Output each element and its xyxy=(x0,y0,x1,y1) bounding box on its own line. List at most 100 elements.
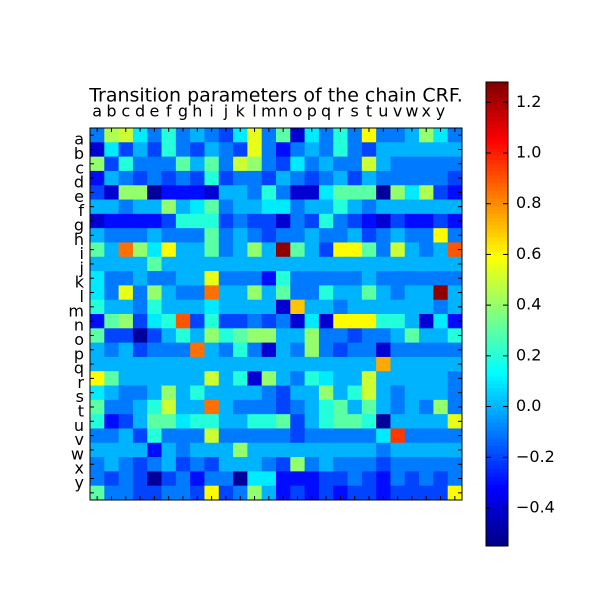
heatmap-cell xyxy=(132,199,148,215)
colorbar-segment xyxy=(486,244,508,249)
heatmap-cell xyxy=(290,213,306,229)
heatmap-cell xyxy=(90,299,105,315)
heatmap-cell xyxy=(361,285,377,301)
heatmap-cell xyxy=(147,271,162,286)
heatmap-cell xyxy=(361,199,377,215)
colorbar-segment xyxy=(486,433,508,439)
heatmap-cell xyxy=(118,328,134,344)
heatmap-cell xyxy=(190,356,205,372)
colorbar-segment xyxy=(486,410,508,416)
heatmap-cell xyxy=(318,128,334,143)
heatmap-cell xyxy=(233,299,248,315)
heatmap-cell xyxy=(419,156,434,172)
heatmap-cell xyxy=(104,471,120,487)
heatmap-cell xyxy=(132,428,148,444)
heatmap-cell xyxy=(261,256,277,272)
heatmap-cell xyxy=(404,228,420,243)
heatmap-cell xyxy=(132,156,148,172)
heatmap-cell xyxy=(447,156,463,172)
heatmap-cell xyxy=(390,142,406,158)
heatmap-cell xyxy=(347,399,363,415)
heatmap-cell xyxy=(361,256,377,272)
colorbar-segment xyxy=(486,194,508,199)
heatmap-cell xyxy=(333,256,348,272)
heatmap-cell xyxy=(190,485,205,501)
colorbar-segment xyxy=(486,109,508,114)
heatmap-cell xyxy=(333,371,348,386)
heatmap-cell xyxy=(190,285,205,301)
y-tick-label: b xyxy=(74,144,84,163)
heatmap-cell xyxy=(447,128,463,143)
heatmap-cell xyxy=(132,271,148,286)
heatmap-cell xyxy=(419,285,434,301)
colorbar-segment xyxy=(486,89,508,95)
colorbar-segment xyxy=(486,140,508,145)
heatmap-cell xyxy=(190,228,205,243)
heatmap-cell xyxy=(404,428,420,444)
x-tick-label: t xyxy=(366,102,372,121)
heatmap-cell xyxy=(104,442,120,458)
heatmap-cell xyxy=(390,457,406,472)
heatmap-cell xyxy=(304,285,320,301)
heatmap-cell xyxy=(161,328,177,344)
heatmap-cell xyxy=(376,314,391,329)
heatmap-cell xyxy=(233,242,248,258)
heatmap-cell xyxy=(161,185,177,200)
heatmap-cell xyxy=(376,128,391,143)
heatmap-cell xyxy=(276,428,291,444)
heatmap-cell xyxy=(290,471,306,487)
heatmap-cell xyxy=(261,299,277,315)
colorbar-frame xyxy=(485,81,509,547)
heatmap-cell xyxy=(104,485,120,501)
heatmap-cell xyxy=(147,314,162,329)
colorbar-segment xyxy=(486,101,508,106)
heatmap-cell xyxy=(433,156,449,172)
heatmap-cell xyxy=(218,156,234,172)
heatmap-cell xyxy=(390,271,406,286)
heatmap-cell xyxy=(161,128,177,143)
heatmap-cell xyxy=(161,385,177,401)
heatmap-cell xyxy=(318,457,334,472)
colorbar-segment xyxy=(486,82,508,87)
colorbar-segment xyxy=(486,402,508,408)
colorbar-segment xyxy=(486,344,508,350)
heatmap-cell xyxy=(218,457,234,472)
heatmap-cell xyxy=(276,442,291,458)
heatmap-cell xyxy=(204,328,220,344)
colorbar-segment xyxy=(486,182,508,187)
heatmap-cell xyxy=(347,314,363,329)
heatmap-cell xyxy=(190,457,205,472)
heatmap-cell xyxy=(90,213,105,229)
heatmap-cell xyxy=(218,271,234,286)
heatmap-cell xyxy=(347,128,363,143)
colorbar-segment xyxy=(486,414,508,419)
heatmap-cell xyxy=(118,213,134,229)
heatmap-cell xyxy=(233,228,248,243)
heatmap-cell xyxy=(361,328,377,344)
heatmap-cell xyxy=(90,256,105,272)
heatmap-cell xyxy=(261,242,277,258)
heatmap-cell xyxy=(118,442,134,458)
heatmap-cell xyxy=(190,399,205,415)
heatmap-cell xyxy=(347,385,363,401)
heatmap-cell xyxy=(404,471,420,487)
colorbar-segment xyxy=(486,248,508,253)
heatmap-cell xyxy=(433,228,449,243)
heatmap-cell xyxy=(361,356,377,372)
heatmap-cell xyxy=(419,142,434,158)
heatmap-cell xyxy=(147,213,162,229)
heatmap-cell xyxy=(404,199,420,215)
heatmap-cell xyxy=(147,385,162,401)
heatmap-cell xyxy=(218,356,234,372)
colorbar-segment xyxy=(486,112,508,118)
heatmap-cell xyxy=(318,428,334,444)
heatmap-cell xyxy=(132,328,148,344)
colorbar-segment xyxy=(486,213,508,218)
colorbar-segment xyxy=(486,453,508,458)
x-tick-label: k xyxy=(236,102,246,121)
heatmap-cell xyxy=(233,142,248,158)
heatmap-cell xyxy=(247,457,263,472)
heatmap-cell xyxy=(247,242,263,258)
heatmap-cell xyxy=(261,156,277,172)
heatmap-cell xyxy=(247,156,263,172)
